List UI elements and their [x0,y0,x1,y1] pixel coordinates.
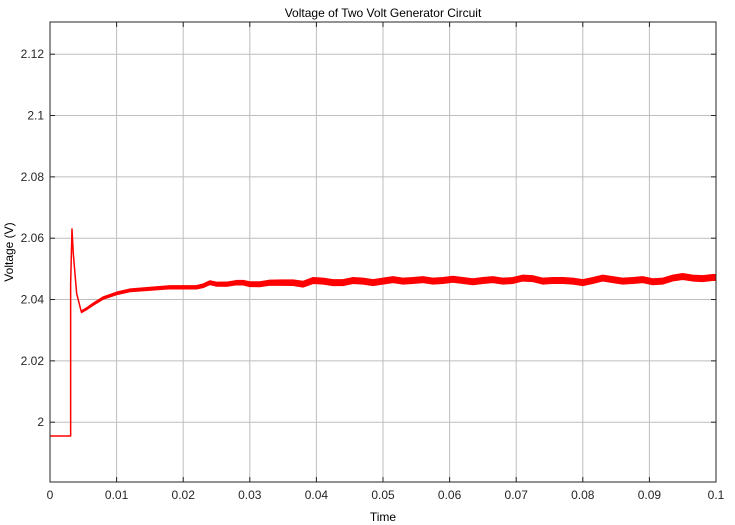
x-tick-label: 0.08 [571,488,595,502]
y-tick-label: 2.12 [21,47,45,61]
x-tick-label: 0.03 [238,488,262,502]
x-tick-label: 0.04 [305,488,329,502]
y-tick-label: 2 [37,415,44,429]
x-tick-label: 0.02 [172,488,196,502]
y-tick-label: 2.08 [21,170,45,184]
series-line-transient [50,228,83,437]
y-tick-label: 2.06 [21,231,45,245]
x-tick-label: 0.05 [371,488,395,502]
y-tick-label: 2.02 [21,354,45,368]
tick-labels: 0 0.01 0.02 0.03 0.04 0.05 0.06 0.07 0.08 0.09 0.1… [21,47,725,502]
y-tick-label: 2.1 [27,109,44,123]
ticks [49,22,717,482]
y-axis-title: Voltage (V) [2,222,16,281]
x-tick-label: 0.06 [438,488,462,502]
x-tick-label: 0.07 [505,488,529,502]
x-axis-title: Time [370,510,397,524]
chart-title: Voltage of Two Volt Generator Circuit [285,6,482,20]
y-tick-label: 2.04 [21,293,45,307]
x-tick-label: 0.1 [708,488,725,502]
x-tick-label: 0.09 [638,488,662,502]
x-tick-label: 0 [47,488,54,502]
x-tick-label: 0.01 [105,488,129,502]
